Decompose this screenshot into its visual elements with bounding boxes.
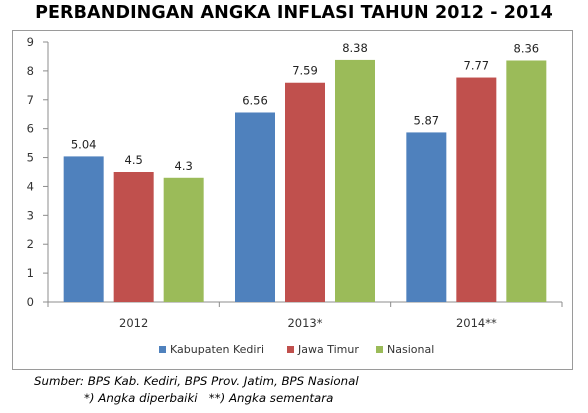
- y-tick-label: 7: [27, 93, 34, 107]
- y-tick-label: 8: [27, 64, 34, 78]
- y-tick-label: 6: [27, 122, 34, 136]
- source-text: Sumber: BPS Kab. Kediri, BPS Prov. Jatim…: [34, 374, 359, 388]
- data-label: 4.5: [125, 153, 143, 167]
- legend-swatch: [376, 346, 383, 353]
- bar: [113, 172, 154, 302]
- bar: [506, 60, 547, 302]
- y-tick-label: 9: [27, 35, 34, 49]
- data-label: 7.77: [464, 59, 490, 73]
- legend-label: Jawa Timur: [297, 343, 359, 356]
- legend-swatch: [159, 346, 166, 353]
- data-label: 8.36: [514, 41, 540, 55]
- data-label: 7.59: [292, 64, 318, 78]
- bar: [456, 77, 497, 303]
- footnote-text: *) Angka diperbaiki **) Angka sementara: [84, 391, 334, 405]
- x-tick-label: 2013*: [287, 316, 322, 330]
- bar: [335, 59, 375, 303]
- data-label: 4.3: [175, 159, 193, 173]
- y-tick-label: 1: [27, 266, 34, 280]
- legend-swatch: [287, 346, 294, 353]
- data-label: 5.04: [71, 137, 97, 151]
- y-tick-label: 5: [27, 151, 34, 165]
- y-tick-label: 4: [27, 179, 34, 193]
- data-label: 5.87: [414, 113, 440, 127]
- data-label: 6.56: [242, 93, 268, 107]
- y-tick-label: 3: [27, 208, 34, 222]
- x-tick-label: 2012: [119, 316, 148, 330]
- source-note: Sumber: BPS Kab. Kediri, BPS Prov. Jatim…: [34, 373, 359, 407]
- y-tick-label: 2: [27, 237, 34, 251]
- x-tick-label: 2014**: [456, 316, 497, 330]
- bar: [63, 156, 104, 302]
- bar: [406, 132, 447, 302]
- legend-label: Kabupaten Kediri: [170, 343, 264, 356]
- legend-label: Nasional: [387, 343, 434, 356]
- bar: [285, 82, 325, 302]
- y-tick-label: 0: [27, 295, 34, 309]
- bar: [163, 177, 204, 302]
- chart-title: PERBANDINGAN ANGKA INFLASI TAHUN 2012 - …: [35, 3, 553, 23]
- data-label: 8.38: [342, 41, 368, 55]
- bar: [235, 112, 275, 302]
